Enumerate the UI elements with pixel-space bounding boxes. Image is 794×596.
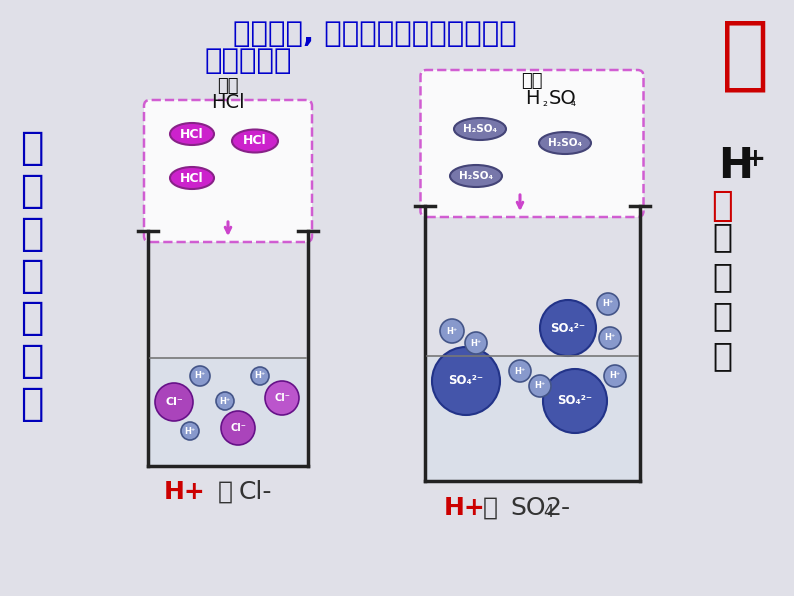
Text: 硫酸: 硫酸 xyxy=(521,72,543,90)
Text: SO: SO xyxy=(511,496,545,520)
Text: Cl⁻: Cl⁻ xyxy=(274,393,290,403)
Circle shape xyxy=(265,381,299,415)
Text: H⁺: H⁺ xyxy=(604,334,615,343)
Text: 酸
根
离
子: 酸 根 离 子 xyxy=(712,221,732,372)
Circle shape xyxy=(221,411,255,445)
Circle shape xyxy=(432,347,500,415)
Text: SO₄²⁻: SO₄²⁻ xyxy=(557,395,592,408)
Text: H⁺: H⁺ xyxy=(534,381,545,390)
Circle shape xyxy=(599,327,621,349)
Ellipse shape xyxy=(170,123,214,145)
Circle shape xyxy=(440,319,464,343)
Circle shape xyxy=(216,392,234,410)
Text: ₂: ₂ xyxy=(542,95,547,108)
Circle shape xyxy=(543,369,607,433)
Ellipse shape xyxy=(232,129,278,153)
Ellipse shape xyxy=(539,132,591,154)
Text: H⁺: H⁺ xyxy=(219,396,230,405)
Text: H₂SO₄: H₂SO₄ xyxy=(548,138,582,148)
Text: H: H xyxy=(718,145,753,187)
Text: H+: H+ xyxy=(444,496,486,520)
Text: +: + xyxy=(744,147,765,171)
Text: HCl: HCl xyxy=(180,128,204,141)
FancyBboxPatch shape xyxy=(144,100,312,242)
Bar xyxy=(150,358,306,465)
Text: Cl⁻: Cl⁻ xyxy=(230,423,246,433)
Text: H+: H+ xyxy=(164,480,206,504)
Text: H⁺: H⁺ xyxy=(515,367,526,375)
Circle shape xyxy=(181,422,199,440)
Text: 盐酸: 盐酸 xyxy=(218,77,239,95)
Text: H⁺: H⁺ xyxy=(184,427,195,436)
Text: 微
观
世
界
很
精
彩: 微 观 世 界 很 精 彩 xyxy=(21,129,44,423)
Text: ₄: ₄ xyxy=(571,95,576,108)
Text: H⁺: H⁺ xyxy=(603,300,614,309)
Text: H⁺: H⁺ xyxy=(470,339,482,347)
Text: HCl: HCl xyxy=(180,172,204,185)
Text: H⁺: H⁺ xyxy=(195,371,206,380)
Circle shape xyxy=(604,365,626,387)
Circle shape xyxy=(509,360,531,382)
Ellipse shape xyxy=(454,118,506,140)
Text: 通过观察, 找出不同的酸溶液中共同: 通过观察, 找出不同的酸溶液中共同 xyxy=(233,20,517,48)
Circle shape xyxy=(251,367,269,385)
Text: 、: 、 xyxy=(483,496,498,520)
Text: 4: 4 xyxy=(543,503,553,521)
Ellipse shape xyxy=(450,165,502,187)
Text: 含有的微粒: 含有的微粒 xyxy=(204,47,291,75)
Circle shape xyxy=(597,293,619,315)
Circle shape xyxy=(465,332,487,354)
Text: SO₄²⁻: SO₄²⁻ xyxy=(550,321,585,334)
Ellipse shape xyxy=(170,167,214,189)
Text: Cl-: Cl- xyxy=(238,480,272,504)
Text: 酸: 酸 xyxy=(721,17,769,95)
Text: 2-: 2- xyxy=(545,496,571,520)
FancyBboxPatch shape xyxy=(421,70,643,217)
Text: H: H xyxy=(525,88,539,107)
Text: 和: 和 xyxy=(711,189,733,223)
Text: H₂SO₄: H₂SO₄ xyxy=(463,124,497,134)
Text: H⁺: H⁺ xyxy=(609,371,621,380)
Text: SO₄²⁻: SO₄²⁻ xyxy=(449,374,484,387)
Text: 、: 、 xyxy=(218,480,233,504)
Text: H⁺: H⁺ xyxy=(254,371,266,380)
Circle shape xyxy=(155,383,193,421)
Text: Cl⁻: Cl⁻ xyxy=(165,397,183,407)
Bar xyxy=(426,356,638,480)
Circle shape xyxy=(540,300,596,356)
Text: H₂SO₄: H₂SO₄ xyxy=(459,171,493,181)
Text: HCl: HCl xyxy=(211,94,245,113)
Circle shape xyxy=(190,366,210,386)
Text: SO: SO xyxy=(549,88,576,107)
Text: H⁺: H⁺ xyxy=(446,327,457,336)
Circle shape xyxy=(529,375,551,397)
Text: HCl: HCl xyxy=(243,135,267,147)
